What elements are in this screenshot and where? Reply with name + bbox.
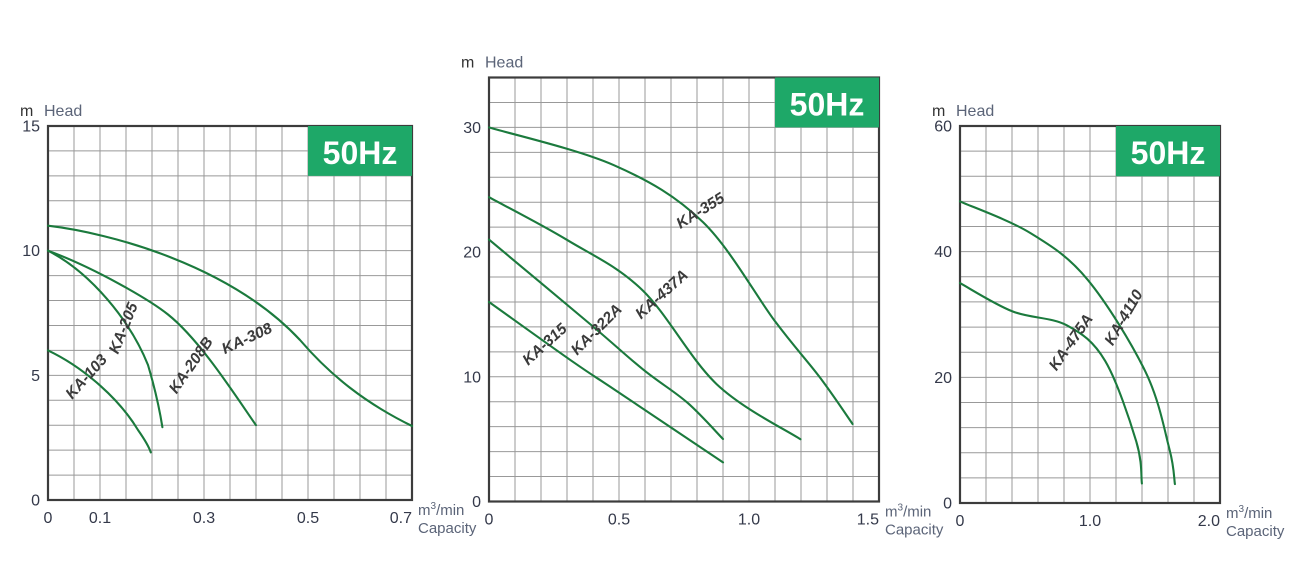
svg-text:30: 30 [463, 120, 481, 137]
svg-text:KA-103: KA-103 [62, 351, 111, 402]
svg-text:5: 5 [31, 368, 40, 385]
svg-text:Capacity: Capacity [885, 522, 944, 539]
svg-text:0: 0 [943, 496, 952, 513]
svg-text:KA-4110: KA-4110 [1102, 287, 1147, 349]
svg-text:0: 0 [472, 494, 481, 511]
svg-text:40: 40 [934, 244, 952, 261]
svg-text:50Hz: 50Hz [323, 135, 398, 171]
svg-text:0: 0 [485, 512, 494, 529]
svg-text:10: 10 [463, 369, 481, 386]
svg-text:m: m [461, 55, 474, 72]
svg-text:20: 20 [463, 245, 481, 262]
svg-text:10: 10 [22, 243, 40, 260]
svg-text:20: 20 [934, 370, 952, 387]
svg-text:15: 15 [22, 119, 40, 136]
svg-text:m: m [20, 103, 33, 120]
svg-text:0: 0 [956, 513, 965, 530]
svg-text:2.0: 2.0 [1198, 513, 1220, 530]
svg-text:1.0: 1.0 [738, 512, 760, 529]
svg-text:0.5: 0.5 [608, 512, 630, 529]
svg-text:0: 0 [44, 510, 53, 527]
svg-text:KA-205: KA-205 [106, 300, 142, 356]
svg-text:KA-315: KA-315 [519, 320, 570, 369]
svg-text:KA-355: KA-355 [673, 190, 728, 233]
svg-text:m3/min: m3/min [885, 503, 931, 521]
svg-text:0.3: 0.3 [193, 510, 215, 527]
svg-text:Head: Head [485, 55, 523, 72]
svg-text:KA-322A: KA-322A [568, 301, 626, 359]
svg-text:Capacity: Capacity [418, 520, 477, 537]
svg-text:m3/min: m3/min [418, 501, 464, 519]
svg-text:Head: Head [44, 103, 82, 120]
svg-text:0: 0 [31, 493, 40, 510]
svg-text:1.0: 1.0 [1079, 513, 1101, 530]
svg-text:1.5: 1.5 [857, 512, 879, 529]
svg-text:50Hz: 50Hz [1131, 135, 1206, 171]
svg-text:0.5: 0.5 [297, 510, 319, 527]
svg-text:60: 60 [934, 119, 952, 136]
svg-text:50Hz: 50Hz [790, 86, 865, 122]
svg-text:m3/min: m3/min [1226, 504, 1272, 522]
svg-text:KA-208B: KA-208B [166, 334, 217, 397]
svg-text:0.7: 0.7 [390, 510, 412, 527]
svg-text:Capacity: Capacity [1226, 523, 1285, 540]
svg-text:0.1: 0.1 [89, 510, 111, 527]
svg-text:m: m [932, 103, 945, 120]
svg-text:Head: Head [956, 103, 994, 120]
